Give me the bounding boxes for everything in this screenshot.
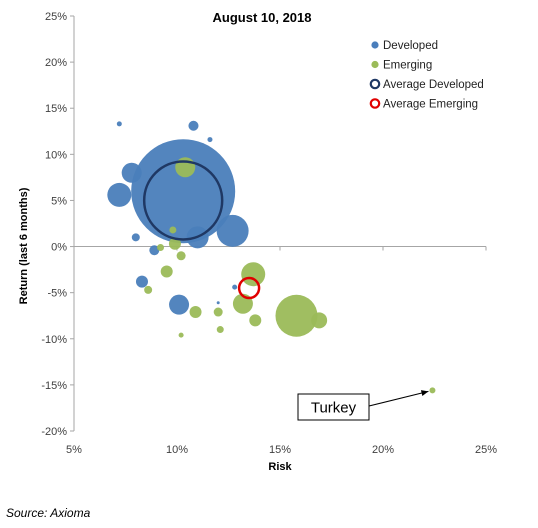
scatter-point	[178, 332, 184, 338]
scatter-point	[232, 284, 238, 290]
y-tick-label: 5%	[51, 195, 67, 207]
y-tick-label: 0%	[51, 242, 67, 254]
y-axis-title: Return (last 6 months)	[18, 187, 30, 304]
y-tick-label: -10%	[41, 334, 67, 346]
y-tick-label: 10%	[45, 149, 67, 161]
scatter-point	[241, 262, 266, 287]
x-tick-label: 10%	[166, 444, 188, 456]
legend-dot-icon	[371, 60, 379, 69]
scatter-point	[188, 120, 199, 131]
scatter-point	[131, 139, 236, 244]
average-marker	[142, 160, 224, 241]
scatter-point	[116, 121, 122, 127]
scatter-point	[169, 294, 190, 315]
x-tick-label: 5%	[66, 444, 82, 456]
series-developed	[107, 120, 249, 315]
scatter-point	[176, 251, 186, 261]
scatter-point	[429, 387, 436, 394]
x-axis-title: Risk	[268, 461, 292, 473]
legend-ring-icon	[369, 78, 381, 90]
y-tick-label: 15%	[45, 103, 67, 115]
x-tick-label: 25%	[475, 444, 497, 456]
scatter-point	[207, 137, 213, 143]
callout-box	[297, 393, 370, 421]
series-average-emerging	[237, 276, 261, 300]
legend: Developed Emerging Average Developed Averag…	[369, 40, 484, 111]
x-tick-label: 15%	[269, 444, 291, 456]
y-tick-label: -20%	[41, 426, 67, 438]
legend-ring-icon	[369, 98, 381, 109]
legend-dot-icon	[371, 41, 379, 49]
annotations: Turkey	[297, 390, 429, 421]
scatter-point	[216, 326, 224, 334]
callout-arrowhead	[420, 390, 429, 397]
legend-item: Developed	[371, 40, 438, 52]
scatter-point	[216, 214, 249, 247]
scatter-point	[275, 294, 318, 337]
scatter-point	[175, 157, 196, 178]
scatter-point	[131, 233, 140, 242]
average-marker	[237, 276, 261, 300]
legend-item: Emerging	[371, 60, 432, 72]
scatter-point	[107, 182, 132, 207]
legend-label: Emerging	[383, 60, 432, 72]
scatter-point	[216, 301, 220, 305]
scatter-point	[311, 312, 328, 329]
scatter-point	[144, 285, 153, 294]
callout-label: Turkey	[311, 400, 357, 417]
scatter-point	[135, 275, 148, 288]
y-tick-label: 25%	[45, 11, 67, 23]
scatter-point	[149, 245, 160, 256]
legend-label: Developed	[383, 40, 438, 52]
y-tick-label: 20%	[45, 57, 67, 69]
series-average-developed	[142, 160, 224, 241]
scatter-point	[168, 237, 181, 250]
source-note: Source: Axioma	[6, 506, 91, 520]
scatter-point	[160, 265, 173, 278]
axes: 25% 20% 15% 10% 5% 0% -5% -10% -15% -20% 5% 10% 15% 2…	[41, 11, 497, 456]
legend-label: Average Emerging	[383, 99, 478, 111]
legend-item: Average Emerging	[369, 98, 478, 111]
legend-item: Average Developed	[369, 78, 484, 91]
scatter-point	[213, 307, 223, 317]
scatter-point	[121, 162, 142, 183]
scatter-point	[189, 306, 202, 319]
callout-arrow	[368, 390, 429, 407]
scatter-point	[157, 243, 165, 251]
legend-label: Average Developed	[383, 79, 484, 91]
scatter-point	[249, 314, 262, 327]
chart-title: August 10, 2018	[213, 10, 312, 25]
y-tick-label: -15%	[41, 380, 67, 392]
x-tick-label: 20%	[372, 444, 394, 456]
scatter-point	[169, 226, 177, 234]
data-points	[107, 120, 436, 394]
y-tick-label: -5%	[47, 288, 67, 300]
